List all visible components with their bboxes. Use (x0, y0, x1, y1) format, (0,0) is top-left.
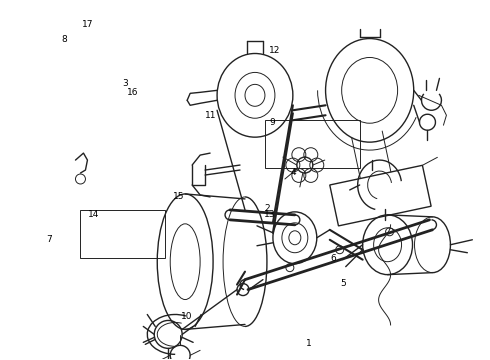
Text: 3: 3 (122, 79, 128, 88)
Text: 4: 4 (291, 168, 296, 177)
Text: 17: 17 (82, 19, 94, 28)
Text: 8: 8 (61, 35, 67, 44)
Bar (80, 210, 165, 258)
Text: 13: 13 (264, 210, 275, 219)
Text: 15: 15 (173, 192, 185, 201)
Text: 9: 9 (269, 118, 275, 127)
Text: 2: 2 (264, 204, 270, 213)
Text: 1: 1 (306, 339, 311, 348)
Text: 16: 16 (127, 87, 138, 96)
Text: 14: 14 (88, 210, 99, 219)
Text: 7: 7 (47, 235, 52, 244)
Bar (265, 120, 360, 168)
Text: 12: 12 (269, 46, 280, 55)
Text: 6: 6 (330, 255, 336, 264)
Text: 10: 10 (181, 312, 192, 321)
Text: 11: 11 (205, 111, 217, 120)
Text: 5: 5 (340, 279, 345, 288)
Bar (330, 165, 431, 226)
